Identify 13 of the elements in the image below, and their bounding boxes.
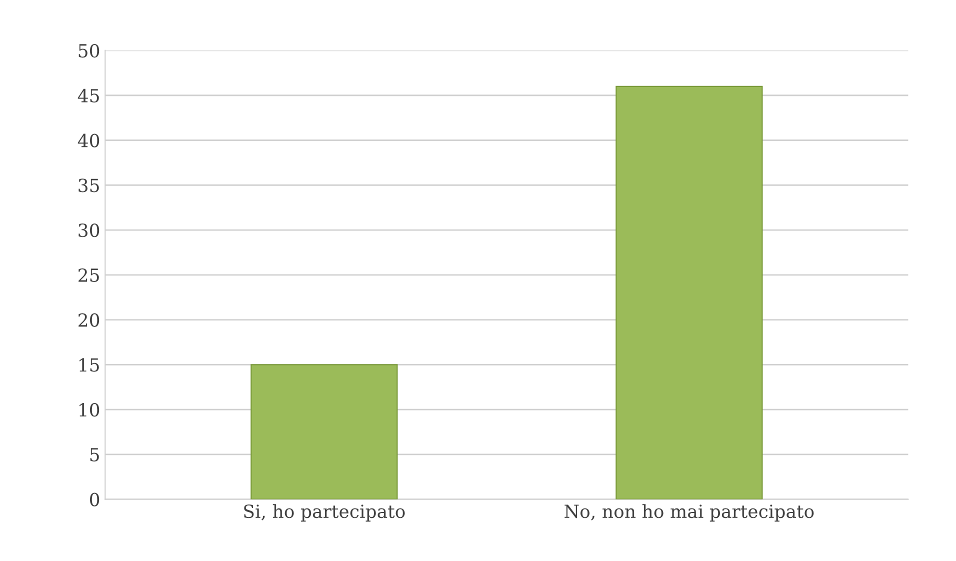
y-tick-label: 20 <box>78 313 100 327</box>
y-tick-label: 50 <box>78 44 100 58</box>
y-tick-label: 35 <box>78 178 99 192</box>
x-tick-label: No, non ho mai partecipato <box>564 504 814 522</box>
y-tick-label: 40 <box>78 134 100 148</box>
y-tick-label: 30 <box>78 223 100 238</box>
y-tick-label: 15 <box>80 358 99 372</box>
y-tick-label: 5 <box>90 448 99 462</box>
y-tick-label: 10 <box>80 402 100 417</box>
y-tick-label: 0 <box>90 492 100 506</box>
y-tick-label: 45 <box>78 88 99 102</box>
y-tick-label: 25 <box>78 268 99 282</box>
x-tick-label: Si, ho partecipato <box>244 504 405 522</box>
